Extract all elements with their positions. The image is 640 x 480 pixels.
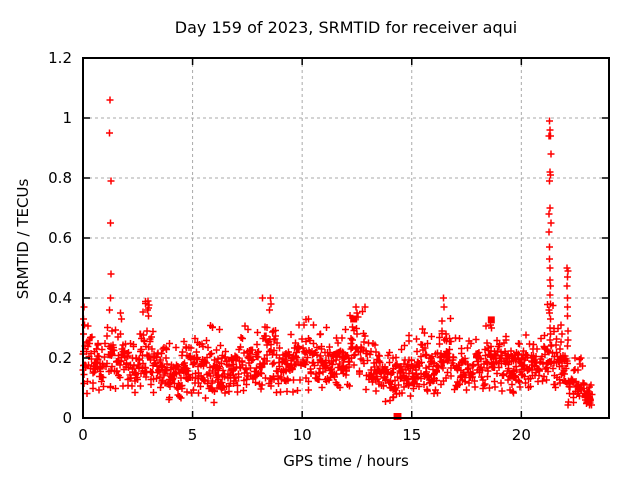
data-points: [79, 96, 596, 409]
data-point-square: [350, 315, 358, 323]
x-tick-label: 10: [293, 426, 312, 444]
y-tick-label: 0.8: [48, 169, 72, 187]
y-tick-label: 0.4: [48, 289, 72, 307]
x-tick-label: 0: [78, 426, 88, 444]
y-tick-label: 0: [62, 409, 72, 427]
x-tick-label: 15: [402, 426, 421, 444]
x-tick-label: 20: [512, 426, 531, 444]
grid-lines: [83, 58, 609, 418]
x-tick-label: 5: [188, 426, 198, 444]
y-tick-label: 1.2: [48, 49, 72, 67]
data-point-square: [487, 316, 495, 324]
y-tick-label: 1: [62, 109, 72, 127]
x-axis-label: GPS time / hours: [283, 452, 409, 470]
chart-title: Day 159 of 2023, SRMTID for receiver aqu…: [174, 18, 518, 37]
y-tick-label: 0.6: [48, 229, 72, 247]
y-axis-label: SRMTID / TECUs: [14, 178, 32, 300]
data-point-square: [394, 413, 402, 420]
y-tick-label: 0.2: [48, 349, 72, 367]
axis-ticks: [82, 57, 609, 419]
